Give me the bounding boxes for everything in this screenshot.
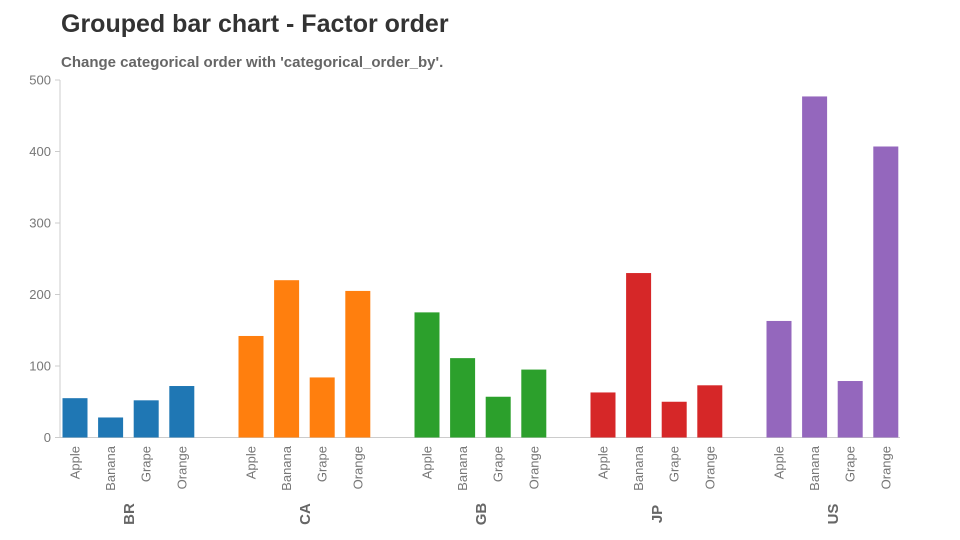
bar-jp-banana xyxy=(626,273,652,438)
bar-us-grape xyxy=(837,381,863,438)
x-group-label: BR xyxy=(121,503,138,525)
y-tick-label: 400 xyxy=(29,144,51,159)
x-group-label: CA xyxy=(297,503,314,525)
y-tick-label: 100 xyxy=(29,359,51,374)
x-category-label: Apple xyxy=(68,446,83,479)
x-category-label: Grape xyxy=(667,446,682,482)
x-group-label: JP xyxy=(649,505,666,523)
x-category-label: Grape xyxy=(491,446,506,482)
bar-ca-grape xyxy=(309,377,335,438)
x-category-label: Apple xyxy=(420,446,435,479)
bar-us-orange xyxy=(873,146,899,438)
bar-gb-orange xyxy=(521,369,547,438)
x-group-label: GB xyxy=(473,503,490,526)
bar-jp-apple xyxy=(590,392,616,438)
chart-subtitle: Change categorical order with 'categoric… xyxy=(61,54,444,71)
bar-us-banana xyxy=(802,96,828,438)
x-axis-labels: Apple Banana Grape Orange BR Apple Banana Grape… xyxy=(68,445,894,525)
x-category-label: Orange xyxy=(702,446,717,489)
x-category-label: Orange xyxy=(174,446,189,489)
x-category-label: Banana xyxy=(807,445,822,491)
bar-gb-banana xyxy=(450,358,476,438)
bar-br-apple xyxy=(62,398,88,438)
y-tick-label: 500 xyxy=(29,73,51,88)
x-category-label: Banana xyxy=(631,445,646,491)
bar-us-apple xyxy=(766,320,792,438)
bar-gb-grape xyxy=(485,396,511,438)
chart-title: Grouped bar chart - Factor order xyxy=(61,10,449,38)
y-tick-label: 300 xyxy=(29,216,51,231)
x-category-label: Apple xyxy=(772,446,787,479)
x-group-label: US xyxy=(825,504,842,525)
y-axis-ticks: 0 100 200 300 400 500 xyxy=(29,73,60,445)
bar-gb-apple xyxy=(414,312,440,438)
x-category-label: Orange xyxy=(878,446,893,489)
x-category-label: Banana xyxy=(455,445,470,491)
bar-jp-orange xyxy=(697,385,723,438)
bar-br-grape xyxy=(133,400,159,438)
x-category-label: Grape xyxy=(843,446,858,482)
bars xyxy=(62,96,899,438)
x-category-label: Apple xyxy=(596,446,611,479)
y-tick-label: 200 xyxy=(29,287,51,302)
bar-ca-orange xyxy=(345,290,371,438)
x-category-label: Orange xyxy=(350,446,365,489)
bar-ca-apple xyxy=(238,335,264,438)
y-tick-label: 0 xyxy=(44,430,51,445)
bar-jp-grape xyxy=(661,401,687,438)
x-category-label: Apple xyxy=(244,446,259,479)
x-category-label: Orange xyxy=(526,446,541,489)
bar-ca-banana xyxy=(274,280,300,438)
bar-br-banana xyxy=(98,417,124,438)
x-category-label: Grape xyxy=(315,446,330,482)
x-category-label: Banana xyxy=(279,445,294,491)
x-category-label: Banana xyxy=(103,445,118,491)
bar-br-orange xyxy=(169,386,195,438)
x-category-label: Grape xyxy=(139,446,154,482)
